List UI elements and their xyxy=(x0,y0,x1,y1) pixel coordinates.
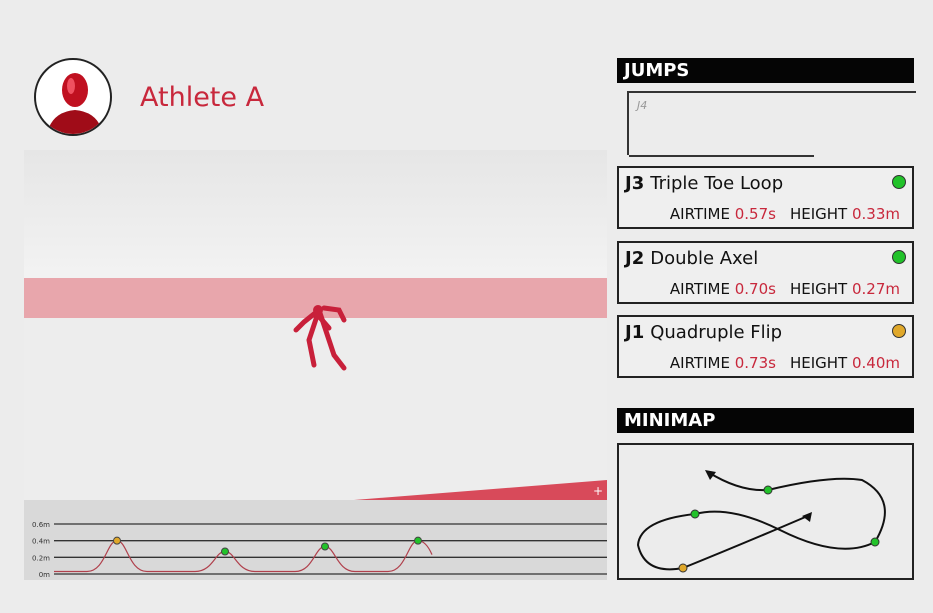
minimap-header: MINIMAP xyxy=(617,408,914,433)
jump-id: J1 xyxy=(625,322,645,343)
arrow-head-icon xyxy=(802,512,812,522)
jump-card[interactable]: J3 Triple Toe Loop AIRTIME 0.57s HEIGHT 0.… xyxy=(617,166,914,229)
status-dot-icon xyxy=(892,324,906,338)
jump-peak-marker xyxy=(113,536,121,545)
status-dot-icon xyxy=(892,175,906,189)
jump-name: Double Axel xyxy=(650,248,759,269)
arrow-head-icon xyxy=(705,470,716,480)
height-label: HEIGHT xyxy=(789,354,848,372)
jump-id: J2 xyxy=(625,248,645,269)
y-tick-label: 0.4m xyxy=(32,538,50,546)
status-dot-icon xyxy=(892,250,906,264)
airtime-label: AIRTIME xyxy=(669,205,730,223)
airtime-value: 0.70s xyxy=(734,280,776,298)
athlete-name: Athlete A xyxy=(140,82,265,113)
minimap[interactable] xyxy=(617,443,914,580)
height-label: HEIGHT xyxy=(789,205,848,223)
airtime-value: 0.73s xyxy=(734,354,776,372)
jump-marker xyxy=(870,537,880,547)
jump-marker xyxy=(678,563,688,573)
height-label: HEIGHT xyxy=(789,280,848,298)
jump-marker xyxy=(763,485,773,495)
jump-marker xyxy=(690,509,700,519)
y-tick-label: 0m xyxy=(39,571,50,579)
y-tick-label: 0.2m xyxy=(32,554,50,562)
height-value: 0.33m xyxy=(851,205,900,223)
skater-figure xyxy=(293,305,607,500)
airtime-value: 0.57s xyxy=(734,205,776,223)
jump-peak-marker xyxy=(321,542,329,551)
minimap-path xyxy=(636,471,886,571)
jump-peak-marker xyxy=(414,536,422,545)
height-graph: 0.6m 0.4m 0.2m 0m xyxy=(24,500,607,580)
jump-id: J3 xyxy=(625,173,645,194)
jumps-header: JUMPS xyxy=(617,58,914,83)
height-line xyxy=(54,540,433,573)
ice-surface xyxy=(24,318,607,500)
y-tick-label: 0.6m xyxy=(32,521,50,529)
jump-card[interactable]: J2 Double Axel AIRTIME 0.70s HEIGHT 0.27m xyxy=(617,241,914,304)
height-value: 0.27m xyxy=(851,280,900,298)
height-value: 0.40m xyxy=(851,354,900,372)
jump-name: Triple Toe Loop xyxy=(650,173,784,194)
jump-name: Quadruple Flip xyxy=(650,322,783,343)
jump-card[interactable]: J1 Quadruple Flip AIRTIME 0.73s HEIGHT 0.4… xyxy=(617,315,914,378)
jump-placeholder: J4 xyxy=(627,91,916,157)
athlete-avatar xyxy=(34,58,112,136)
plus-icon[interactable]: + xyxy=(592,484,603,498)
jump-peak-marker xyxy=(221,547,229,556)
airtime-label: AIRTIME xyxy=(669,280,730,298)
placeholder-glyph: J4 xyxy=(637,99,648,112)
video-frame[interactable]: + xyxy=(24,150,607,500)
airtime-label: AIRTIME xyxy=(669,354,730,372)
